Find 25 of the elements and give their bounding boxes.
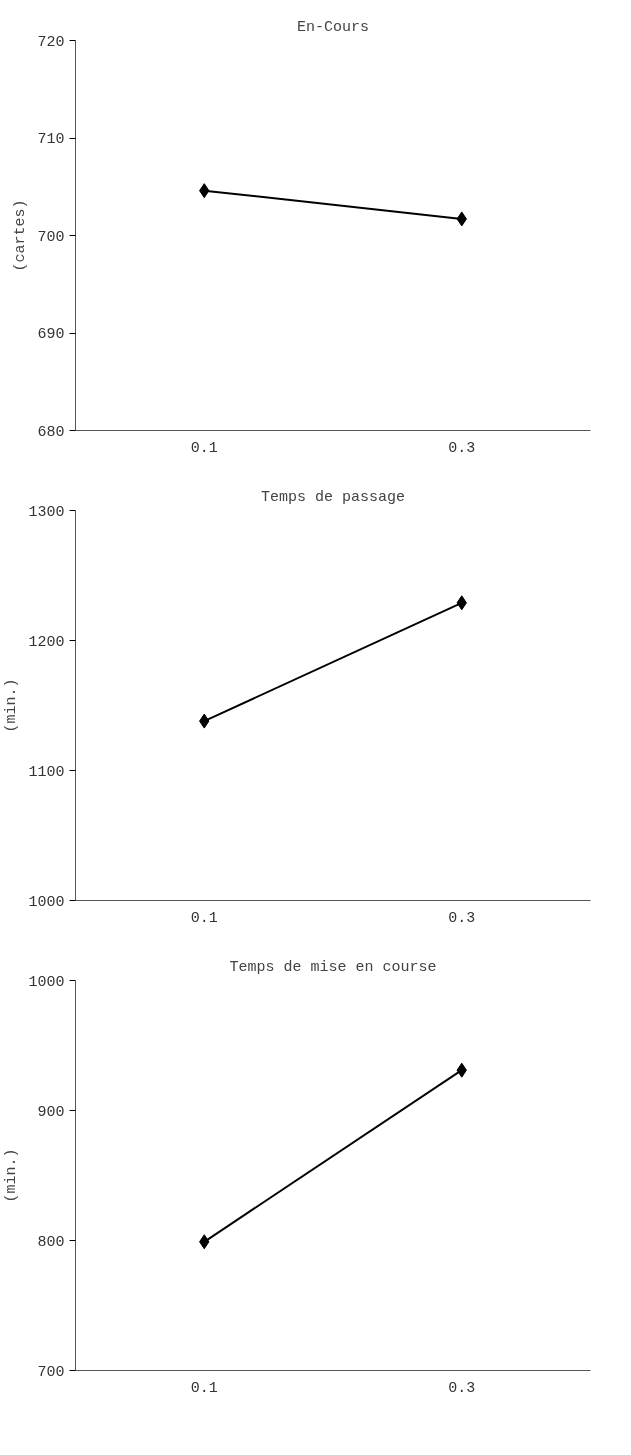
y-tick-label: 720 bbox=[37, 33, 65, 51]
y-tick-label: 1000 bbox=[28, 893, 65, 911]
x-tick-label: 0.1 bbox=[190, 1379, 218, 1397]
y-tick-label: 1000 bbox=[28, 973, 65, 991]
y-tick-label: 710 bbox=[37, 131, 65, 148]
x-tick-label: 0.3 bbox=[448, 1379, 476, 1397]
y-tick-label: 800 bbox=[37, 1233, 65, 1251]
chart-title: Temps de passage bbox=[260, 488, 406, 506]
y-axis-title: (min.) bbox=[3, 1148, 21, 1203]
x-tick-label: 0.1 bbox=[190, 909, 218, 927]
chart-title: Temps de mise en course bbox=[229, 958, 437, 976]
x-tick-label: 0.3 bbox=[448, 909, 476, 927]
y-tick-label: 1300 bbox=[28, 503, 65, 521]
y-tick-label: 1200 bbox=[28, 633, 65, 651]
x-tick-label: 0.1 bbox=[190, 439, 218, 457]
y-tick-label: 700 bbox=[37, 1363, 65, 1381]
y-axis-title: (cartes) bbox=[12, 199, 30, 272]
y-tick-label: 690 bbox=[37, 326, 65, 343]
chart-title: En-Cours bbox=[296, 18, 370, 36]
y-tick-label: 900 bbox=[37, 1103, 65, 1121]
y-tick-label: 700 bbox=[37, 228, 65, 246]
y-axis-title: (min.) bbox=[3, 678, 21, 733]
y-tick-label: 680 bbox=[37, 423, 65, 441]
y-tick-label: 1100 bbox=[28, 763, 65, 781]
x-tick-label: 0.3 bbox=[448, 439, 476, 457]
